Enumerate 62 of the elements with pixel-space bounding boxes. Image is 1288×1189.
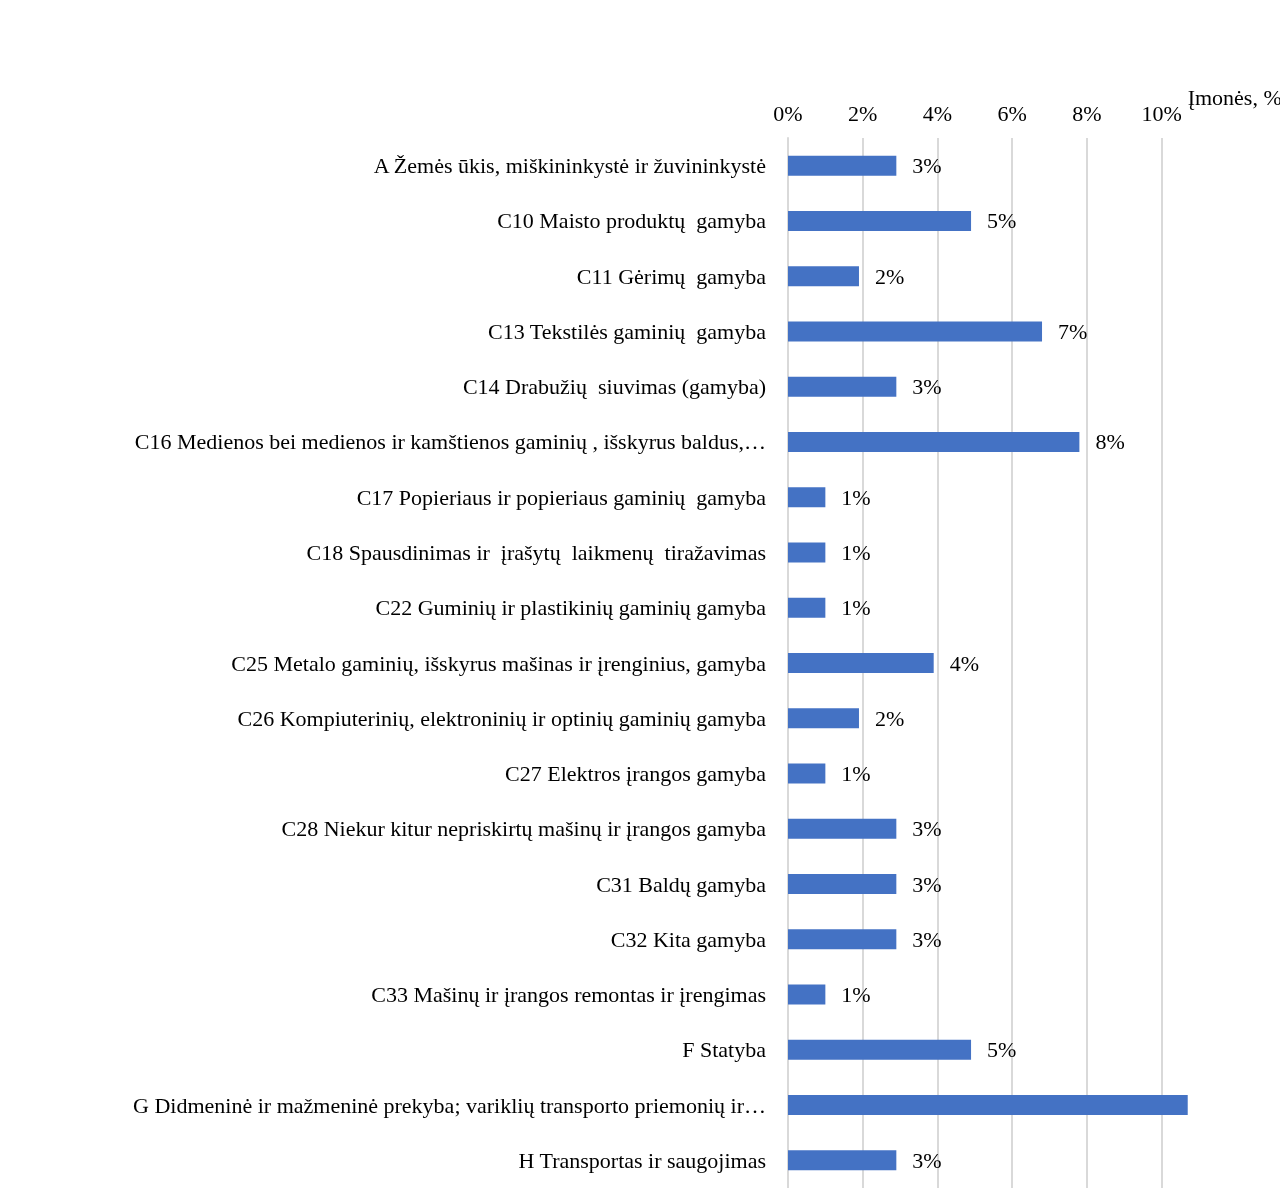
bar xyxy=(788,376,897,397)
x-tick-label: 2% xyxy=(848,100,878,126)
data-label: 3% xyxy=(912,153,942,179)
y-tick-label: C16 Medienos bei medienos ir kamštienos gaminių , išskyrus baldus,… xyxy=(134,429,766,455)
data-label: 2% xyxy=(874,705,905,731)
y-tick-label: C18 Spausdinimas ir įrašytų laikmenų tiražavimas xyxy=(306,539,766,565)
y-tick-label: C28 Niekur kitur nepriskirtų mašinų ir įrangos gamyba xyxy=(281,816,767,842)
data-label: 2% xyxy=(874,263,905,289)
bar xyxy=(788,597,826,618)
y-tick-label: A Žemės ūkis, miškininkystė ir žuvininkystė xyxy=(373,153,766,179)
bar xyxy=(788,653,934,673)
y-tick-label: C11 Gėrimų gamyba xyxy=(576,263,767,289)
y-tick-label: C17 Popieriaus ir popieriaus gaminių gamyba xyxy=(356,484,767,510)
data-label: 3% xyxy=(912,871,942,897)
y-tick-label: C26 Kompiuterinių, elektroninių ir optinių gaminių gamyba xyxy=(237,705,767,731)
bar xyxy=(788,874,897,895)
x-tick-label: 0% xyxy=(773,100,803,126)
bar xyxy=(788,1150,897,1171)
bar xyxy=(788,818,897,839)
x-tick-label: 4% xyxy=(922,100,953,126)
y-tick-label: G Didmeninė ir mažmeninė prekyba; variklių transporto priemonių ir… xyxy=(133,1092,766,1118)
x-tick-label: 8% xyxy=(1072,100,1102,126)
bar xyxy=(788,929,897,950)
data-label: 3% xyxy=(912,926,942,952)
y-tick-label: C25 Metalo gaminių, išskyrus mašinas ir įrenginius, gamyba xyxy=(231,650,767,676)
y-tick-label: C10 Maisto produktų gamyba xyxy=(497,208,767,234)
data-label: 1% xyxy=(841,595,871,621)
bar xyxy=(788,708,859,729)
data-label: 1% xyxy=(841,982,871,1008)
bar xyxy=(788,542,826,563)
bar xyxy=(788,763,826,784)
bar xyxy=(788,321,1043,342)
bar xyxy=(788,266,859,287)
bar xyxy=(788,155,897,176)
y-tick-label: C14 Drabužių siuvimas (gamyba) xyxy=(462,374,766,400)
data-label: 5% xyxy=(987,1037,1017,1063)
data-label: 4% xyxy=(949,650,980,676)
data-label: 3% xyxy=(912,816,942,842)
y-tick-label: C32 Kita gamyba xyxy=(610,926,767,952)
y-tick-label: F Statyba xyxy=(682,1037,767,1063)
bar xyxy=(788,210,972,231)
bar xyxy=(788,1039,972,1060)
data-label: 3% xyxy=(912,374,942,400)
y-tick-label: C22 Guminių ir plastikinių gaminių gamyba xyxy=(375,595,767,621)
x-tick-label: 6% xyxy=(997,100,1027,126)
y-tick-label: C33 Mašinų ir įrangos remontas ir įrengimas xyxy=(371,982,766,1008)
x-tick-label: 10% xyxy=(1141,100,1182,126)
data-label: 1% xyxy=(841,761,871,787)
data-label: 5% xyxy=(987,208,1017,234)
data-label: 7% xyxy=(1058,318,1088,344)
bar xyxy=(788,431,1080,452)
y-tick-label: C27 Elektros įrangos gamyba xyxy=(505,761,767,787)
bar xyxy=(788,1095,1188,1116)
data-label: 3% xyxy=(912,1147,942,1173)
y-tick-label: C31 Baldų gamyba xyxy=(596,871,767,897)
y-tick-label: H Transportas ir saugojimas xyxy=(518,1147,766,1173)
data-label: 8% xyxy=(1095,429,1125,455)
data-label: 1% xyxy=(841,539,871,565)
data-label: 1% xyxy=(841,484,871,510)
bar xyxy=(788,487,826,508)
y-tick-label: C13 Tekstilės gaminių gamyba xyxy=(488,318,767,344)
bar xyxy=(788,984,826,1005)
